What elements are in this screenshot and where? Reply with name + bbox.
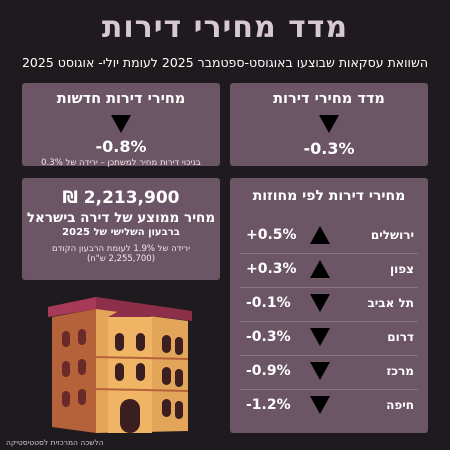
districts-title: מחירי דירות לפי מחוזות [252,188,406,204]
district-value: -0.1% [246,295,291,311]
district-value: -1.2% [246,397,291,413]
district-value: +0.5% [246,227,297,243]
building-illustration [48,297,192,433]
district-name: צפון [390,262,414,276]
triangle-up-icon [310,226,330,244]
triangle-up-icon [310,260,330,278]
average-price-line1: מחיר ממוצע של דירה בישראל [26,210,216,226]
new-apartments-value: -0.8% [95,137,147,156]
source-footer: הלשכה המרכזית לסטטיסטיקה [6,438,104,447]
district-row-tel-aviv: תל אביב -0.1% [240,292,418,314]
price-index-value: -0.3% [303,139,355,158]
new-apartments-title: מחירי דירות חדשות [56,91,186,107]
average-price-line2: ברבעון השלישי של 2025 [62,227,180,238]
row-divider [240,287,418,288]
district-value: -0.9% [246,363,291,379]
price-index-card: מדד מחירי דירות -0.3% [230,83,428,166]
new-apartments-note: בניכוי דירות מחיר למשתכן – ירידה של 0.3% [41,158,201,168]
district-value: +0.3% [246,261,297,277]
district-name: ירושלים [370,228,414,242]
price-index-title: מדד מחירי דירות [273,91,385,107]
triangle-down-icon [310,328,330,346]
average-price-card: ₪ 2,213,900 מחיר ממוצע של דירה בישראל בר… [22,178,220,280]
district-name: תל אביב [367,296,414,310]
district-row-haifa: חיפה -1.2% [240,394,418,416]
average-price-note2: (2,255,700 ש"ח) [86,254,156,264]
average-price-note1: ירידה של 1.9% לעומת הרבעון הקודם [51,244,190,254]
triangle-down-icon [230,115,428,133]
district-row-north: צפון +0.3% [240,258,418,280]
triangle-down-icon [22,115,220,133]
districts-card: מחירי דירות לפי מחוזות ירושלים +0.5% צפו… [230,178,428,433]
district-name: דרום [387,330,414,344]
district-row-jerusalem: ירושלים +0.5% [240,224,418,246]
row-divider [240,389,418,390]
row-divider [240,253,418,254]
row-divider [240,355,418,356]
district-name: מרכז [386,364,414,378]
row-divider [240,321,418,322]
district-value: -0.3% [246,329,291,345]
triangle-down-icon [310,396,330,414]
new-apartments-card: מחירי דירות חדשות -0.8% בניכוי דירות מחי… [22,83,220,168]
triangle-down-icon [310,294,330,312]
triangle-down-icon [310,362,330,380]
district-row-south: דרום -0.3% [240,326,418,348]
page-title: מדד מחירי דירות [101,10,349,45]
district-row-center: מרכז -0.9% [240,360,418,382]
average-price-amount: ₪ 2,213,900 [62,188,180,208]
district-name: חיפה [386,398,414,412]
page-subtitle: השוואת עסקאות שבוצעו באוגוסט-ספטמבר 2025… [21,55,428,70]
